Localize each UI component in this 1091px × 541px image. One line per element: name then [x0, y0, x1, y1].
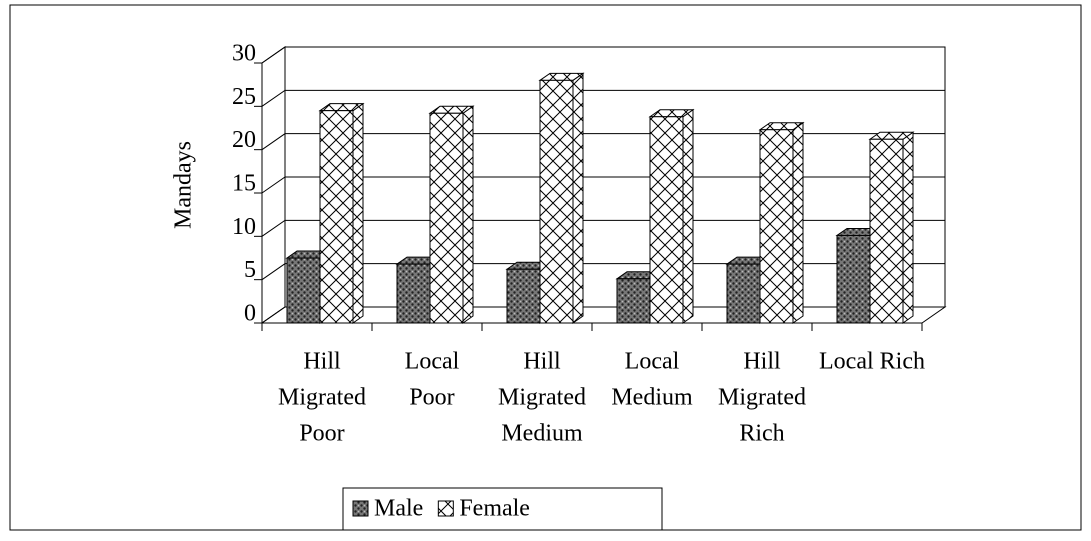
- x-tick-label: Hill: [743, 349, 781, 375]
- y-tick-label: 25: [232, 84, 256, 110]
- bar: [396, 263, 431, 324]
- y-tick-label: 5: [244, 257, 256, 283]
- x-tick-label: Hill: [523, 349, 561, 375]
- bar: [539, 79, 574, 324]
- bar-side: [682, 108, 694, 324]
- x-tick-label: Local Rich: [819, 349, 925, 375]
- bar: [869, 138, 904, 324]
- grid-line: [261, 219, 945, 237]
- legend-label: Male: [374, 496, 423, 522]
- y-tick-label: 10: [232, 214, 256, 240]
- y-axis-label: Mandays: [171, 141, 197, 229]
- y-tick-label: 0: [244, 301, 256, 327]
- x-tick-label: Migrated: [278, 385, 366, 411]
- x-tick-label: Local: [625, 349, 680, 375]
- grid-line: [261, 133, 945, 151]
- bar: [836, 234, 871, 324]
- x-tick-label: Medium: [501, 421, 583, 447]
- y-tick-label: 15: [232, 171, 256, 197]
- bar-side: [352, 102, 364, 324]
- bar-side: [462, 105, 474, 324]
- bar: [506, 268, 541, 324]
- legend-swatch: [437, 500, 454, 517]
- legend-box: [342, 487, 663, 531]
- bar: [286, 257, 321, 324]
- bar: [616, 278, 651, 324]
- x-tick-label: Local: [405, 349, 460, 375]
- bar-side: [572, 72, 584, 324]
- bar: [726, 263, 761, 324]
- grid-line: [261, 306, 945, 324]
- grid-line: [261, 46, 945, 64]
- x-tick-label: Poor: [299, 421, 344, 447]
- y-tick-label: 20: [232, 127, 256, 153]
- bar: [649, 116, 684, 324]
- bar: [429, 112, 464, 324]
- x-tick-label: Migrated: [498, 385, 586, 411]
- x-tick-label: Migrated: [718, 385, 806, 411]
- grid-line: [261, 89, 945, 107]
- x-tick-label: Medium: [611, 385, 693, 411]
- grid-line: [261, 263, 945, 281]
- grid-line: [261, 176, 945, 194]
- x-tick-label: Hill: [303, 349, 341, 375]
- x-tick-label: Poor: [409, 385, 454, 411]
- legend-label: Female: [459, 496, 530, 522]
- bar-side: [902, 131, 914, 324]
- legend-swatch: [352, 500, 369, 517]
- x-tick-label: Rich: [739, 421, 784, 447]
- bar-side: [792, 121, 804, 324]
- y-tick-label: 30: [232, 41, 256, 67]
- bar: [759, 129, 794, 324]
- bar: [319, 110, 354, 324]
